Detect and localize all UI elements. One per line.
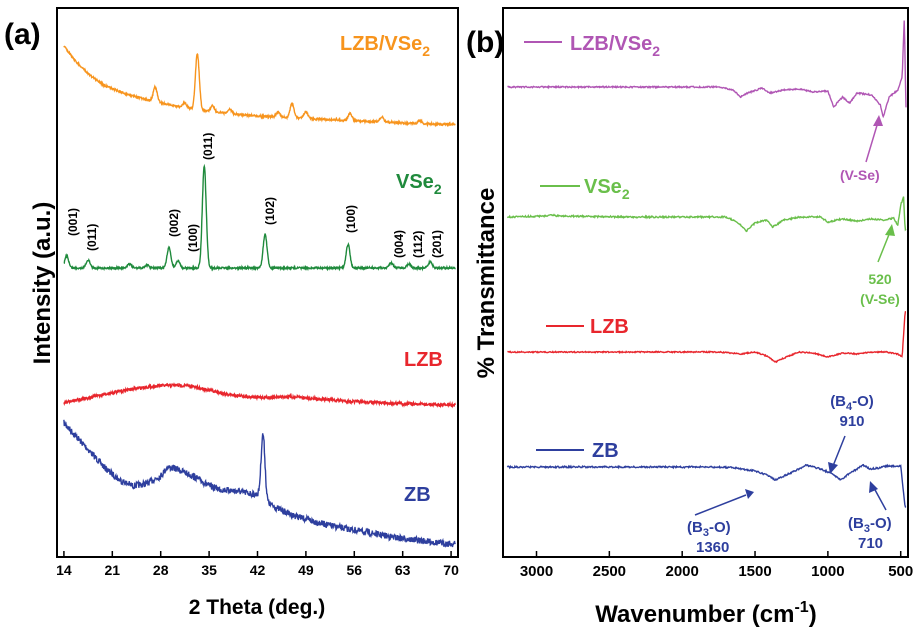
svg-text:(V-Se): (V-Se) [840, 167, 880, 183]
svg-text:(B3-O): (B3-O) [687, 519, 731, 539]
panel-b-frame [502, 7, 909, 558]
svg-text:(B3-O): (B3-O) [848, 515, 892, 535]
panel-a: (a) 14 21 28 35 42 49 56 63 70 2 Theta (deg.) In… [4, 7, 459, 619]
panel-b-y-axis-title: % Transmittance [473, 188, 500, 379]
b-x-tick-label: 1000 [811, 563, 844, 580]
svg-text:(V-Se): (V-Se) [860, 291, 900, 307]
legend-b-vse2: VSe2 [584, 176, 630, 202]
annotation-b3o-710: (B3-O) 710 [848, 481, 892, 552]
peak-label-102: (102) [263, 197, 277, 225]
a-x-tick-label: 21 [105, 562, 121, 578]
a-x-tick-label: 35 [201, 562, 217, 578]
a-x-tick-label: 42 [250, 562, 266, 578]
b-x-tick-label: 3000 [520, 563, 553, 580]
legend-a-vse2: VSe2 [396, 171, 442, 197]
panel-a-y-axis-title: Intensity (a.u.) [29, 202, 56, 365]
svg-text:710: 710 [858, 535, 883, 552]
peak-label-002: (002) [167, 209, 181, 237]
a-series-zb [63, 419, 456, 548]
b-series-vse2 [506, 196, 907, 233]
a-x-tick-label: 14 [56, 562, 72, 578]
svg-text:520: 520 [868, 271, 892, 287]
b-x-tick-label: 2500 [593, 563, 626, 580]
a-x-tick-label: 49 [298, 562, 314, 578]
panel-b: (b) 3000 2500 2000 1500 1000 500 Wavenumber (… [466, 7, 913, 627]
annotation-vse2-520: 520 (V-Se) [860, 224, 900, 307]
panel-b-series [506, 20, 907, 508]
panel-b-x-axis: 3000 2500 2000 1500 1000 500 [520, 551, 913, 580]
svg-text:(B4-O): (B4-O) [830, 393, 874, 413]
b-series-zb [506, 463, 907, 508]
panel-a-series [63, 45, 456, 548]
peak-label-011-a: (011) [85, 224, 99, 251]
a-x-tick-label: 63 [395, 562, 411, 578]
panel-b-label: (b) [466, 26, 504, 59]
legend-b-lzb-vse2: LZB/VSe2 [570, 33, 660, 59]
a-x-tick-label: 56 [347, 562, 363, 578]
panel-a-x-axis: 14 21 28 35 42 49 56 63 70 [56, 551, 459, 578]
annotation-lzb-vse2-v-se: (V-Se) [840, 115, 883, 183]
panel-b-x-axis-title: Wavenumber (cm-1) [595, 599, 816, 627]
b-x-tick-label: 2000 [666, 563, 699, 580]
legend-a-lzb: LZB [404, 349, 443, 371]
a-series-lzb [63, 382, 456, 409]
a-x-tick-label: 28 [153, 562, 169, 578]
peak-label-001: (001) [66, 208, 80, 236]
b-series-lzb-vse2 [507, 20, 907, 119]
b-x-tick-label: 1500 [738, 563, 771, 580]
legend-b-zb: ZB [592, 440, 619, 462]
panel-a-x-axis-title: 2 Theta (deg.) [189, 596, 326, 619]
annotation-b3o-1360: (B3-O) 1360 [687, 489, 754, 556]
svg-text:910: 910 [839, 413, 864, 430]
peak-label-100-a: (100) [186, 224, 200, 252]
a-series-lzb-vse2 [63, 45, 456, 128]
legend-a-zb: ZB [404, 484, 431, 506]
panel-a-label: (a) [4, 18, 41, 51]
annotation-b4o-910: (B4-O) 910 [828, 393, 874, 474]
b-x-tick-label: 500 [888, 563, 913, 580]
peak-label-112: (112) [411, 231, 425, 258]
a-series-vse2 [63, 163, 456, 272]
peak-label-004: (004) [392, 230, 406, 258]
a-x-tick-label: 70 [443, 562, 459, 578]
legend-a-lzb-vse2: LZB/VSe2 [340, 33, 430, 59]
peak-label-011-b: (011) [201, 133, 215, 160]
b-series-lzb [507, 311, 907, 364]
panel-a-peak-labels: (001) (011) (002) (100) (011) (102) (100… [66, 133, 444, 258]
legend-b-lzb: LZB [590, 316, 629, 338]
svg-text:1360: 1360 [696, 539, 729, 556]
peak-label-100-b: (100) [344, 205, 358, 233]
peak-label-201: (201) [430, 230, 444, 258]
